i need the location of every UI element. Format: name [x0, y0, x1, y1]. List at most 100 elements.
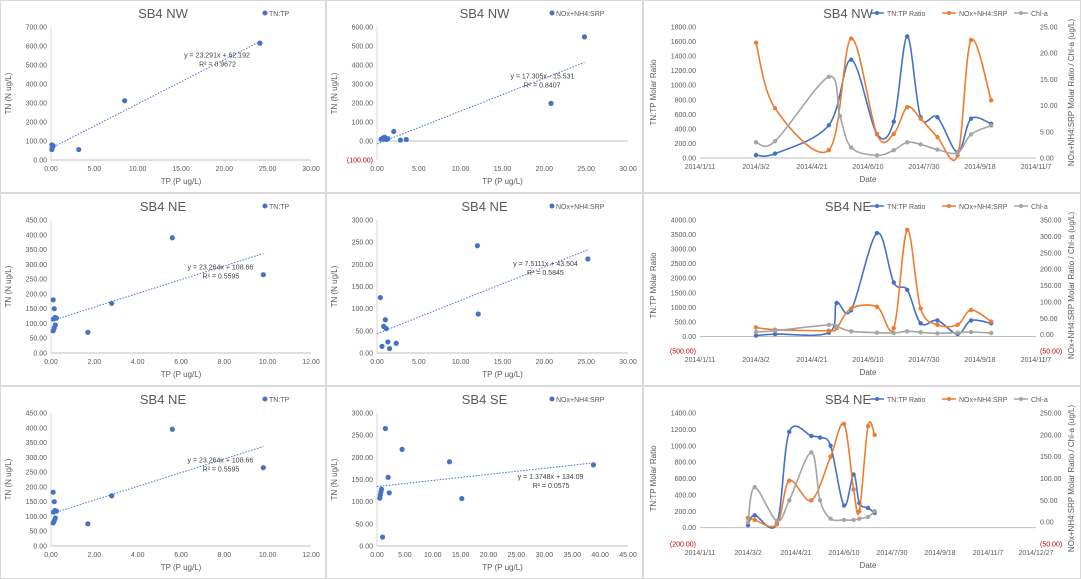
x-tick-label: 2014/9/18 — [964, 164, 995, 171]
y2-tick-label: 150.00 — [1040, 454, 1062, 461]
x-tick-label: 2014/3/2 — [734, 550, 761, 557]
chart-sb4-nw-ratio-timeseries: SB4 NW TN:TP Ratio NOx+NH4:SRP Chl-a 0.00 200… — [643, 0, 1081, 193]
data-point — [585, 256, 591, 262]
y-tick-label: 300.00 — [26, 262, 48, 269]
y-tick-label: 250.00 — [352, 433, 374, 440]
trendline — [50, 41, 261, 149]
y-tick-label: 200.00 — [26, 120, 48, 127]
data-point — [385, 339, 391, 345]
series-point — [849, 145, 854, 150]
y-tick-label: 0.00 — [33, 351, 47, 358]
y-tick-label: 800.00 — [675, 97, 697, 104]
x-tick-label: 2014/11/7 — [973, 550, 1004, 557]
y2-tick-label: 0.00 — [1040, 156, 1054, 163]
y-tick-label: 1200.00 — [671, 68, 696, 75]
x-tick-label: 2014/7/30 — [908, 164, 939, 171]
series-point — [826, 322, 831, 327]
series-point — [935, 115, 940, 120]
y2-tick-label: (50.00) — [1040, 542, 1062, 549]
trendline-r2: R² = 0.0575 — [533, 483, 570, 490]
x-axis-label: Date — [860, 561, 877, 570]
x-tick-label: 30.00 — [619, 166, 637, 173]
series-point — [849, 57, 854, 62]
x-tick-label: 12.00 — [302, 359, 320, 366]
series-point — [918, 330, 923, 335]
y2-tick-label: 15.00 — [1040, 77, 1058, 84]
trendline-equation: y = 1.3748x + 134.09 — [518, 474, 584, 481]
x-tick-label: 2014/3/2 — [742, 164, 769, 171]
y-tick-label: 150.00 — [352, 284, 374, 291]
legend-marker — [875, 11, 879, 15]
x-tick-label: 4.00 — [131, 359, 145, 366]
series-line — [755, 75, 992, 157]
legend-label: TN:TP — [269, 11, 290, 18]
y-tick-label: 250.00 — [352, 240, 374, 247]
chart-title: SB4 SE — [462, 392, 508, 407]
series-point — [891, 119, 896, 124]
y-tick-label: 1600.00 — [671, 39, 696, 46]
chart-title: SB4 NE — [461, 199, 508, 214]
data-point — [403, 136, 409, 143]
data-point — [377, 294, 383, 301]
y-tick-label: 4000.00 — [671, 218, 696, 225]
series-point — [772, 328, 778, 333]
data-point — [53, 508, 60, 514]
series-line — [755, 37, 992, 161]
y-tick-label: 50.00 — [29, 336, 47, 343]
series-point — [857, 516, 862, 521]
series-point — [851, 487, 856, 492]
series-point — [841, 503, 847, 508]
y-tick-label: 350.00 — [26, 247, 48, 254]
series-point — [905, 140, 910, 145]
y-tick-label: 50.00 — [29, 529, 47, 536]
legend-label: NOx+NH4:SRP — [556, 11, 605, 18]
data-point — [122, 98, 128, 104]
y-tick-label: 300.00 — [26, 455, 48, 462]
x-tick-label: 10.00 — [424, 552, 442, 559]
x-tick-label: 25.00 — [577, 359, 595, 366]
legend-label: TN:TP Ratio — [887, 397, 925, 404]
y-tick-label: 200.00 — [352, 262, 374, 269]
y-tick-label: 0.00 — [682, 156, 696, 163]
y-tick-label: 350.00 — [26, 440, 48, 447]
chart-svg: SB4 NE TN:TP Ratio NOx+NH4:SRP Chl-a (200.00… — [649, 392, 1076, 570]
x-tick-label: 2014/3/2 — [742, 357, 769, 364]
chart-svg: SB4 NW TN:TP Ratio NOx+NH4:SRP Chl-a 0.00 200… — [649, 6, 1076, 184]
series-point — [891, 325, 896, 331]
data-point — [85, 329, 91, 335]
y-tick-label: 500.00 — [26, 63, 48, 70]
series-point — [849, 329, 854, 334]
series-line — [747, 425, 876, 529]
chart-svg: SB4 NW TN:TP 0.00 100.00 200.00 300.00 400.00 5… — [4, 6, 320, 186]
series-point — [837, 113, 843, 119]
y2-tick-label: 150.00 — [1040, 283, 1062, 290]
trendline — [376, 249, 589, 335]
chart-sb4-ne-noxsrp-scatter: SB4 NE NOx+NH4:SRP 0.00 50.00 100.00 150.00 20… — [326, 193, 643, 386]
data-point — [379, 343, 385, 349]
data-point — [49, 142, 55, 148]
data-point — [378, 486, 385, 492]
data-point — [459, 495, 465, 502]
x-tick-label: 10.00 — [259, 359, 277, 366]
x-tick-label: 15.00 — [494, 166, 512, 173]
x-axis-label: TP (P ug/L) — [482, 370, 523, 379]
x-tick-label: 25.00 — [259, 166, 277, 173]
legend-marker — [875, 397, 879, 401]
x-tick-label: 2014/4/21 — [796, 357, 827, 364]
series-point — [968, 329, 974, 335]
x-tick-label: 0.00 — [370, 552, 384, 559]
series-point — [772, 139, 778, 144]
series-point — [935, 331, 940, 336]
y2-tick-label: 50.00 — [1040, 498, 1058, 505]
y-tick-label: 450.00 — [26, 411, 48, 418]
series-point — [849, 36, 854, 41]
y-tick-label: 200.00 — [352, 455, 374, 462]
y2-tick-label: 200.00 — [1040, 432, 1062, 439]
series-point — [955, 150, 960, 155]
data-point — [590, 462, 597, 468]
trendline-equation: y = 23.264x + 108.66 — [188, 458, 254, 465]
y-tick-label: 1400.00 — [671, 411, 696, 418]
y-tick-label: 0.00 — [682, 525, 696, 532]
chart-svg: SB4 NE TN:TP 0.00 50.00 100.00 150.00 200.00 25… — [4, 392, 320, 572]
legend-label: Chl-a — [1031, 11, 1048, 18]
